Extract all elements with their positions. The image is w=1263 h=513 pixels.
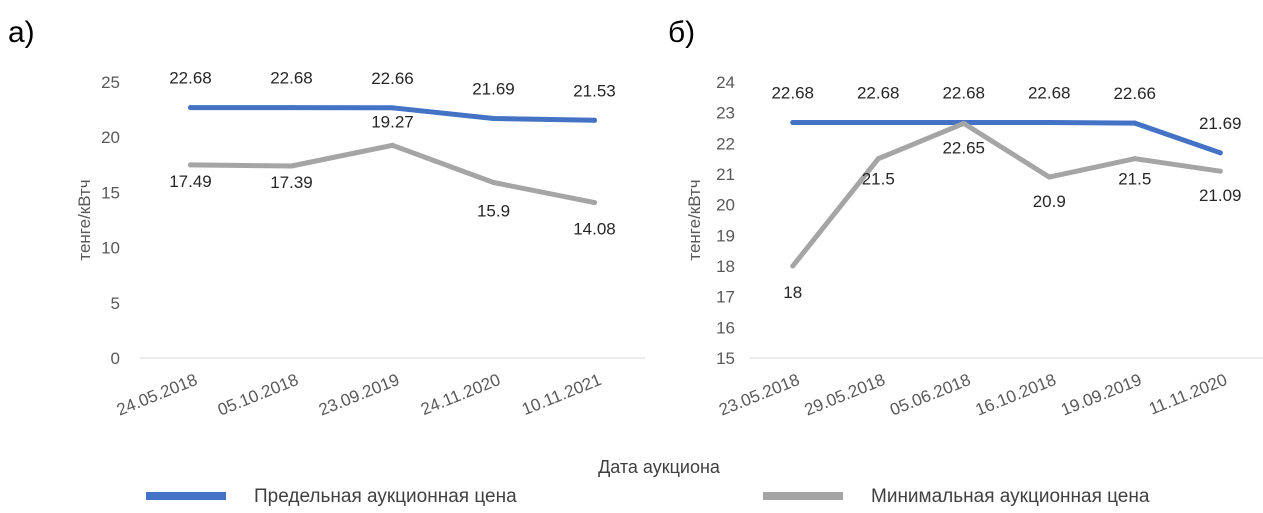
panel-b-y-tick-label: 20 bbox=[716, 196, 735, 215]
panel-a-y-axis-title: тенге/кВтч bbox=[75, 179, 94, 260]
panel-b-series-1-data-label: 22.68 bbox=[857, 83, 900, 102]
panel-b-series-1-point bbox=[790, 119, 796, 125]
panel-b-series-1-point bbox=[1132, 120, 1138, 126]
panel-b-series-1-point bbox=[875, 119, 881, 125]
panel-b-series-1-point bbox=[1217, 150, 1223, 156]
panel-a-series-2-data-label: 19.27 bbox=[371, 112, 414, 131]
panel-a-series-2-data-label: 17.39 bbox=[270, 173, 313, 192]
panel-a-series-1-point bbox=[188, 105, 193, 111]
panel-b-series-2-point bbox=[1132, 156, 1138, 162]
panel-b-x-tick-label: 29.05.2018 bbox=[802, 370, 888, 419]
legend-label-limit: Предельная аукционная цена bbox=[254, 486, 517, 507]
panel-a-series-2-line bbox=[188, 142, 597, 206]
panel-a-series-1-data-label: 21.53 bbox=[573, 81, 616, 100]
panel-a-series-1-point bbox=[289, 105, 294, 111]
panel-b-y-axis-title: тенге/кВтч bbox=[685, 179, 704, 260]
panel-b-series-2-data-label: 18 bbox=[783, 283, 802, 302]
panel-b-series-1-data-label: 22.66 bbox=[1113, 84, 1156, 103]
panel-b-x-tick-label: 11.11.2020 bbox=[1146, 370, 1230, 419]
panel-b-y-tick-label: 16 bbox=[716, 318, 735, 337]
panel-a-series-2-data-label: 14.08 bbox=[573, 220, 616, 239]
panel-a-x-tick-label: 10.11.2021 bbox=[519, 370, 604, 419]
panel-a-series-1-point bbox=[390, 105, 395, 111]
panel-b-series-1-data-label: 22.68 bbox=[942, 83, 985, 102]
panel-b-series-1-data-label: 21.69 bbox=[1199, 114, 1242, 133]
panel-b-series-2-point bbox=[1217, 168, 1223, 174]
legend-swatch-limit bbox=[146, 492, 226, 500]
panel-b-series-2-point bbox=[790, 263, 796, 269]
panel-b-series-2-data-label: 21.09 bbox=[1199, 186, 1242, 205]
legend: Предельная аукционная цена Минимальная а… bbox=[146, 486, 1150, 507]
panel-a-series-2-data-label: 17.49 bbox=[169, 172, 212, 191]
panel-b-series-2-point bbox=[961, 120, 967, 126]
panel-a-y-tick-label: 10 bbox=[101, 239, 120, 258]
panel-b-series-2-line bbox=[790, 120, 1223, 269]
panel-b-series-1-point bbox=[1046, 119, 1052, 125]
panel-b-series-1-data-label: 22.68 bbox=[1028, 83, 1071, 102]
panel-a-series-1-point bbox=[592, 117, 597, 123]
chart-panel-b: 15 16 17 18 19 20 21 22 23 24 тенге/кВтч 23.05.2018… bbox=[685, 73, 1263, 420]
panel-b-y-tick-label: 21 bbox=[716, 165, 735, 184]
panel-a-series-2-data-label: 15.9 bbox=[477, 201, 510, 220]
panel-b-series-1-line bbox=[790, 120, 1223, 156]
panel-a-series-1-data-label: 22.68 bbox=[169, 69, 212, 88]
panel-a-series-2-point bbox=[390, 142, 395, 148]
panel-b-series-2-data-label: 21.5 bbox=[862, 170, 895, 189]
legend-swatch-min bbox=[763, 492, 843, 500]
panel-a-x-tick-label: 24.05.2018 bbox=[114, 370, 200, 419]
chart-panel-a: 0 5 10 15 20 25 тенге/кВтч 24.05.2018 05.10.2018… bbox=[75, 69, 645, 420]
panel-a-x-tick-label: 24.11.2020 bbox=[418, 370, 503, 419]
x-axis-title: Дата аукциона bbox=[598, 457, 721, 477]
panel-b-x-tick-label: 23.05.2018 bbox=[716, 370, 802, 419]
panel-b-y-tick-label: 24 bbox=[716, 73, 735, 92]
panel-b-series-2-point bbox=[875, 156, 881, 162]
panel-a-label: а) bbox=[8, 16, 35, 49]
panel-a-series-1-data-label: 22.66 bbox=[371, 69, 414, 88]
panel-b-x-tick-label: 16.10.2018 bbox=[973, 370, 1059, 419]
panel-b-series-2-point bbox=[1046, 174, 1052, 180]
panel-b-series-2-data-label: 21.5 bbox=[1118, 170, 1151, 189]
legend-label-min: Минимальная аукционная цена bbox=[871, 486, 1150, 507]
panel-a-y-tick-label: 0 bbox=[111, 349, 120, 368]
panel-b-x-tick-label: 19.09.2019 bbox=[1058, 370, 1144, 419]
panel-a-series-2-point bbox=[592, 200, 597, 206]
panel-a-series-1-data-label: 22.68 bbox=[270, 69, 313, 88]
panel-a-x-tick-label: 05.10.2018 bbox=[215, 370, 301, 419]
panel-a-x-tick-label: 23.09.2019 bbox=[316, 370, 402, 419]
panel-a-series-1-point bbox=[491, 116, 496, 122]
panel-b-label: б) bbox=[668, 16, 695, 49]
panel-a-series-2-point bbox=[289, 163, 294, 169]
panel-b-y-tick-label: 17 bbox=[716, 288, 735, 307]
panel-a-series-2-point bbox=[188, 162, 193, 168]
panel-b-x-tick-label: 05.06.2018 bbox=[887, 370, 973, 419]
panel-b-y-tick-label: 19 bbox=[716, 226, 735, 245]
panel-b-y-tick-label: 15 bbox=[716, 349, 735, 368]
panel-b-series-2-data-label: 20.9 bbox=[1033, 192, 1066, 211]
panel-a-series-1-data-label: 21.69 bbox=[472, 80, 515, 99]
panel-b-y-tick-label: 18 bbox=[716, 257, 735, 276]
panel-a-y-tick-label: 5 bbox=[111, 294, 120, 313]
panel-b-series-2-data-label: 22.65 bbox=[942, 138, 985, 157]
panel-a-y-tick-label: 25 bbox=[101, 73, 120, 92]
panel-b-y-tick-label: 23 bbox=[716, 104, 735, 123]
panel-b-y-tick-label: 22 bbox=[716, 134, 735, 153]
panel-a-series-2-point bbox=[491, 179, 496, 185]
panel-b-series-1-data-label: 22.68 bbox=[771, 83, 814, 102]
panel-a-y-tick-label: 15 bbox=[101, 183, 120, 202]
panel-a-y-tick-label: 20 bbox=[101, 128, 120, 147]
